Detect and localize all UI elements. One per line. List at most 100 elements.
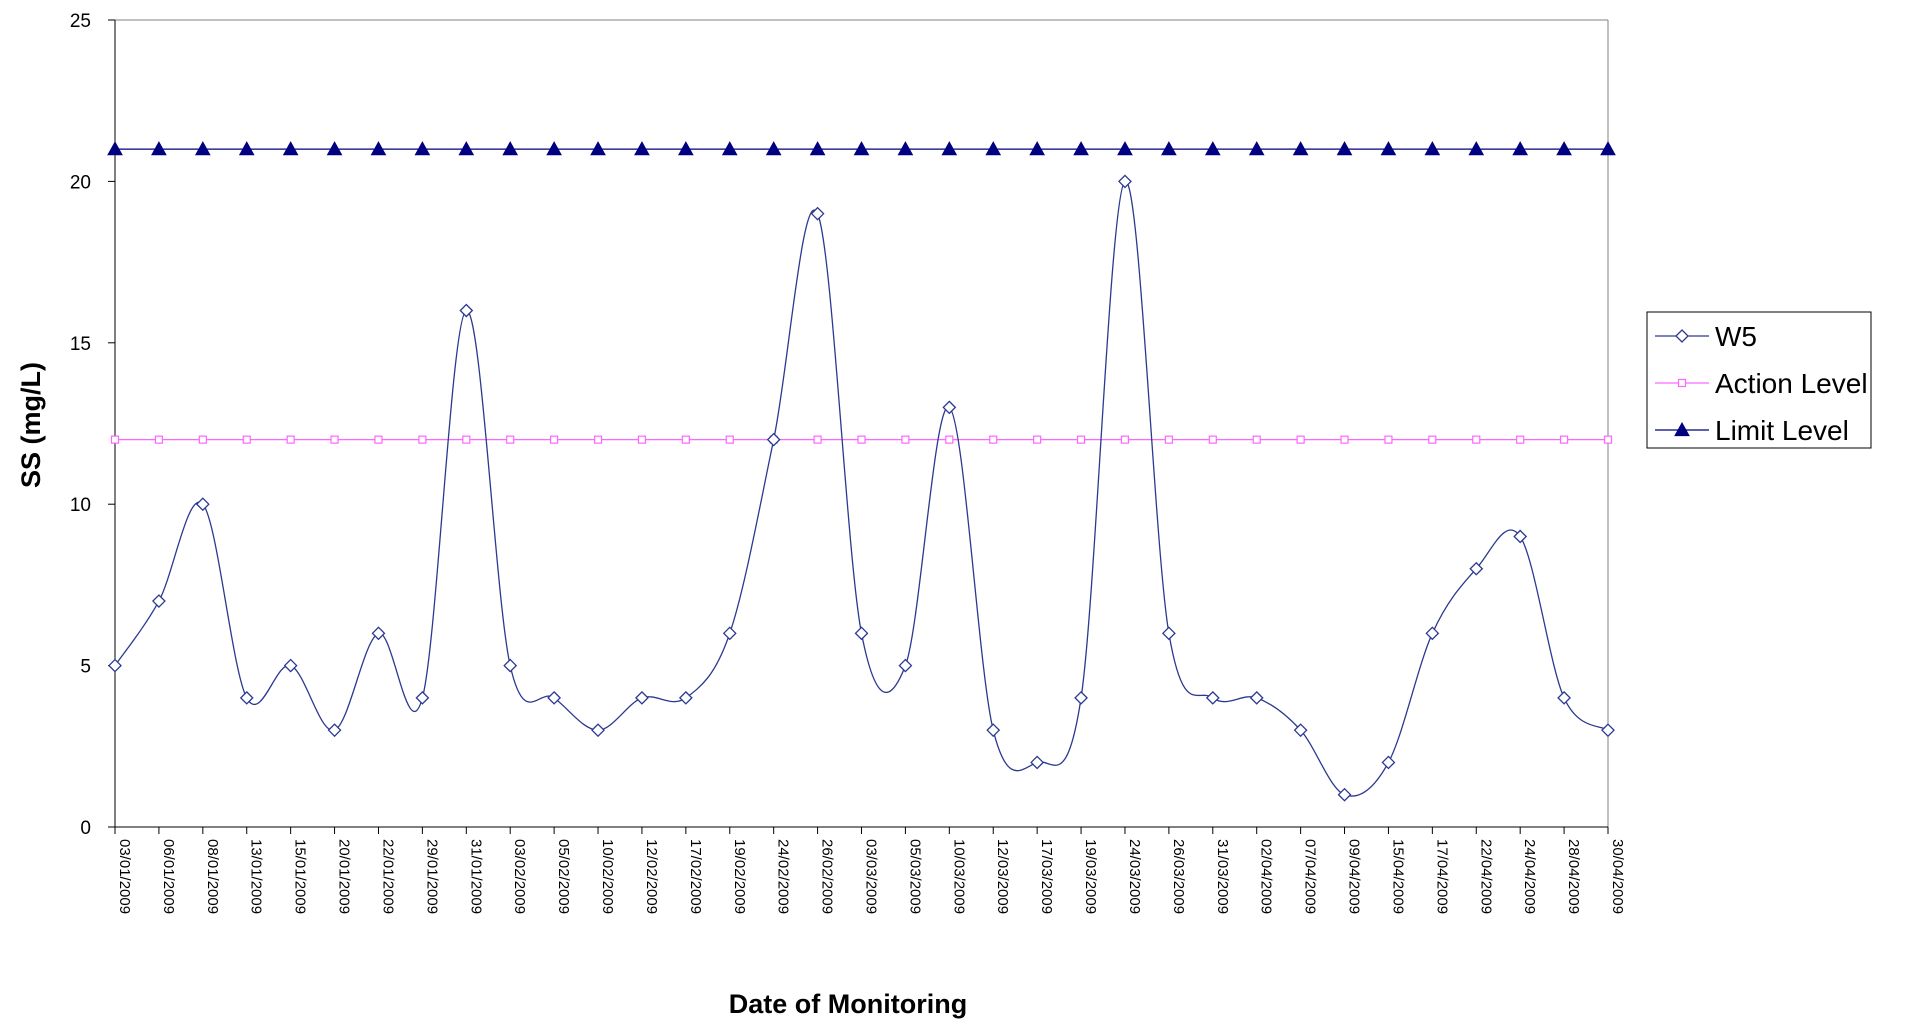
data-point [809,141,826,156]
data-point [415,690,430,705]
data-point [810,206,825,221]
legend-item: W5 [1655,321,1757,352]
data-point [1468,141,1485,156]
data-point [766,432,781,447]
data-point [901,435,910,444]
data-point [1337,787,1352,802]
x-tick-label: 15/04/2009 [1389,839,1406,914]
data-point [897,141,914,156]
data-point [1033,435,1042,444]
data-point [1292,141,1309,156]
y-tick-label: 15 [70,334,91,355]
data-point [942,400,957,415]
data-point [725,435,734,444]
data-point [898,658,913,673]
data-point [1074,690,1088,705]
data-point [1384,435,1393,444]
x-tick-label: 17/04/2009 [1433,839,1450,914]
data-point [1030,755,1045,770]
data-point [503,658,518,673]
data-point [637,435,647,444]
data-point [154,435,164,444]
data-point [326,141,343,156]
x-tick-label: 03/03/2009 [863,839,880,914]
data-point [1557,690,1572,705]
data-point [678,690,693,705]
data-point [506,435,515,444]
legend: W5 Action Level Limit Level [1646,311,1872,449]
x-tick-label: 26/03/2009 [1170,839,1187,914]
x-tick-label: 29/01/2009 [423,839,440,914]
x-tick-label: 19/02/2009 [731,839,748,914]
data-point [1424,141,1441,156]
data-point [151,594,166,608]
data-point [458,141,475,156]
y-tick-label: 10 [70,495,91,516]
x-tick-label: 31/03/2009 [1214,839,1231,914]
data-point [986,723,1001,738]
data-point [550,435,559,444]
data-point [1164,435,1173,444]
data-point [1204,141,1221,156]
data-point [330,435,339,444]
data-point [1336,141,1353,156]
data-point [678,141,694,156]
legend-item: Limit Level [1655,415,1849,446]
data-point [198,435,207,444]
y-tick-label: 5 [80,657,91,678]
x-tick-label: 03/02/2009 [511,839,528,914]
data-point [1340,435,1349,444]
data-point [722,626,737,641]
x-tick-label: 05/02/2009 [555,839,572,914]
x-tick-label: 22/01/2009 [379,839,396,914]
x-axis-title: Date of Monitoring [729,989,967,1019]
data-point [1603,435,1613,444]
data-point [1296,435,1305,444]
x-tick-label: 17/02/2009 [687,839,704,914]
x-tick-label: 05/03/2009 [906,839,923,914]
x-tick-label: 12/02/2009 [643,839,660,914]
data-point [681,435,690,444]
plot-area [115,19,1609,827]
x-tick-label: 24/04/2009 [1521,839,1538,914]
data-point [282,141,299,156]
x-tick-label: 06/01/2009 [160,839,177,914]
x-tick-label: 26/02/2009 [819,839,836,914]
data-point [1472,435,1481,444]
data-point [371,626,386,641]
x-tick-label: 03/01/2009 [116,839,133,914]
x-tick-label: 07/04/2009 [1302,839,1319,914]
data-point [110,435,120,444]
data-point [853,141,870,156]
data-point [459,303,474,318]
data-point [1559,435,1569,444]
legend-label: Limit Level [1715,415,1849,446]
x-tick-label: 22/04/2009 [1477,839,1494,914]
data-point [370,141,387,156]
x-tick-label: 31/01/2009 [467,839,484,914]
x-tick-label: 24/03/2009 [1126,839,1143,914]
x-tick-label: 15/01/2009 [292,839,309,914]
data-point [1117,141,1133,156]
legend-label: W5 [1715,321,1757,352]
data-point [286,435,295,444]
data-point [1252,435,1261,444]
data-point [1029,141,1045,156]
data-point [1469,561,1484,576]
data-point [194,141,211,156]
data-point [242,435,251,444]
x-tick-label: 13/01/2009 [248,839,265,914]
data-point [989,435,998,444]
x-tick-label: 10/02/2009 [599,839,616,914]
data-point [721,141,738,156]
data-point [1600,141,1616,156]
data-point [283,658,298,673]
data-point [1513,529,1528,544]
x-tick-label: 20/01/2009 [336,839,353,914]
data-point [593,435,603,444]
data-point [195,497,210,512]
x-tick-label: 19/03/2009 [1082,839,1099,914]
data-point [1073,141,1089,156]
x-tick-label: 10/03/2009 [950,839,967,914]
x-tick-label: 17/03/2009 [1038,839,1055,914]
